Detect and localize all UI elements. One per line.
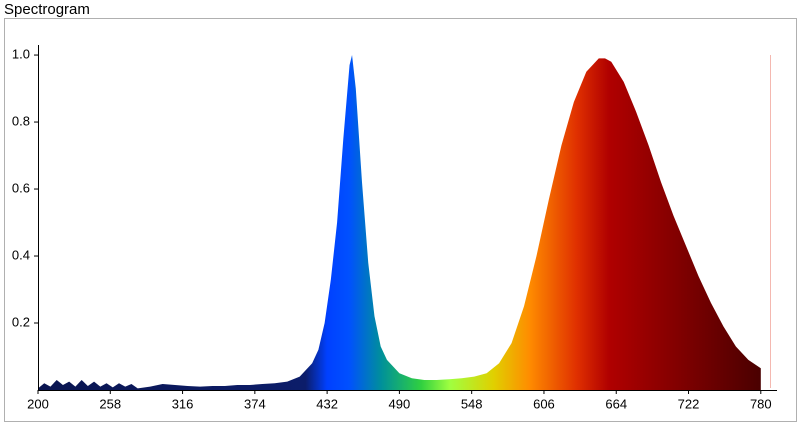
x-tick-label: 258	[99, 396, 121, 411]
chart-title: Spectrogram	[4, 1, 90, 18]
x-tick-label: 548	[461, 396, 483, 411]
y-tick-label: 0.8	[12, 113, 30, 128]
x-tick-label: 432	[316, 396, 338, 411]
x-tick-label: 490	[389, 396, 411, 411]
plot-frame	[4, 18, 797, 422]
spectrum-area	[38, 55, 761, 391]
y-tick-label: 0.2	[12, 314, 30, 329]
y-tick-label: 1.0	[12, 46, 30, 61]
x-tick-label: 200	[27, 396, 49, 411]
x-tick-label: 606	[533, 396, 555, 411]
x-tick-label: 316	[172, 396, 194, 411]
x-tick-label: 664	[605, 396, 627, 411]
x-tick-label: 374	[244, 396, 266, 411]
y-tick-label: 0.6	[12, 180, 30, 195]
x-tick-label: 722	[678, 396, 700, 411]
y-tick-label: 0.4	[12, 247, 30, 262]
x-tick-label: 780	[750, 396, 772, 411]
